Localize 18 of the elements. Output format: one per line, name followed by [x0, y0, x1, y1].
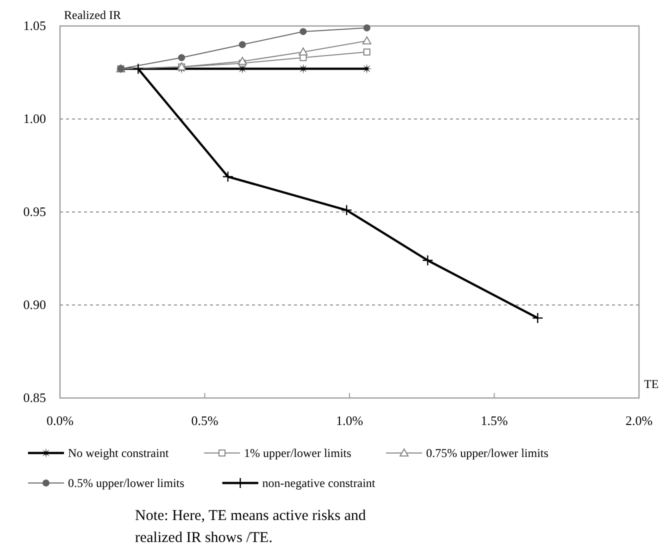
- x-tick-label: 0.5%: [191, 413, 218, 428]
- y-axis-title: Realized IR: [64, 8, 121, 22]
- text: Note: Here, TE means active risks and realized IR shows /TE.: [135, 508, 366, 546]
- legend-label: 0.75% upper/lower limits: [426, 446, 549, 460]
- legend-label: 1% upper/lower limits: [244, 446, 352, 460]
- x-tick-label: 1.0%: [336, 413, 364, 428]
- y-tick-label: 0.90: [23, 297, 46, 312]
- y-tick-label: 1.00: [23, 111, 46, 126]
- legend-label: 0.5% upper/lower limits: [68, 476, 185, 490]
- x-tick-label: 2.0%: [625, 413, 653, 428]
- legend-label: non-negative constraint: [262, 476, 376, 490]
- y-tick-label: 0.85: [23, 390, 46, 405]
- x-axis-title: TE: [644, 377, 659, 391]
- x-tick-label: 0.0%: [46, 413, 74, 428]
- y-tick-label: 1.05: [23, 18, 46, 33]
- y-tick-label: 0.95: [23, 204, 46, 219]
- legend-label: No weight constraint: [68, 446, 170, 460]
- x-tick-label: 1.5%: [480, 413, 508, 428]
